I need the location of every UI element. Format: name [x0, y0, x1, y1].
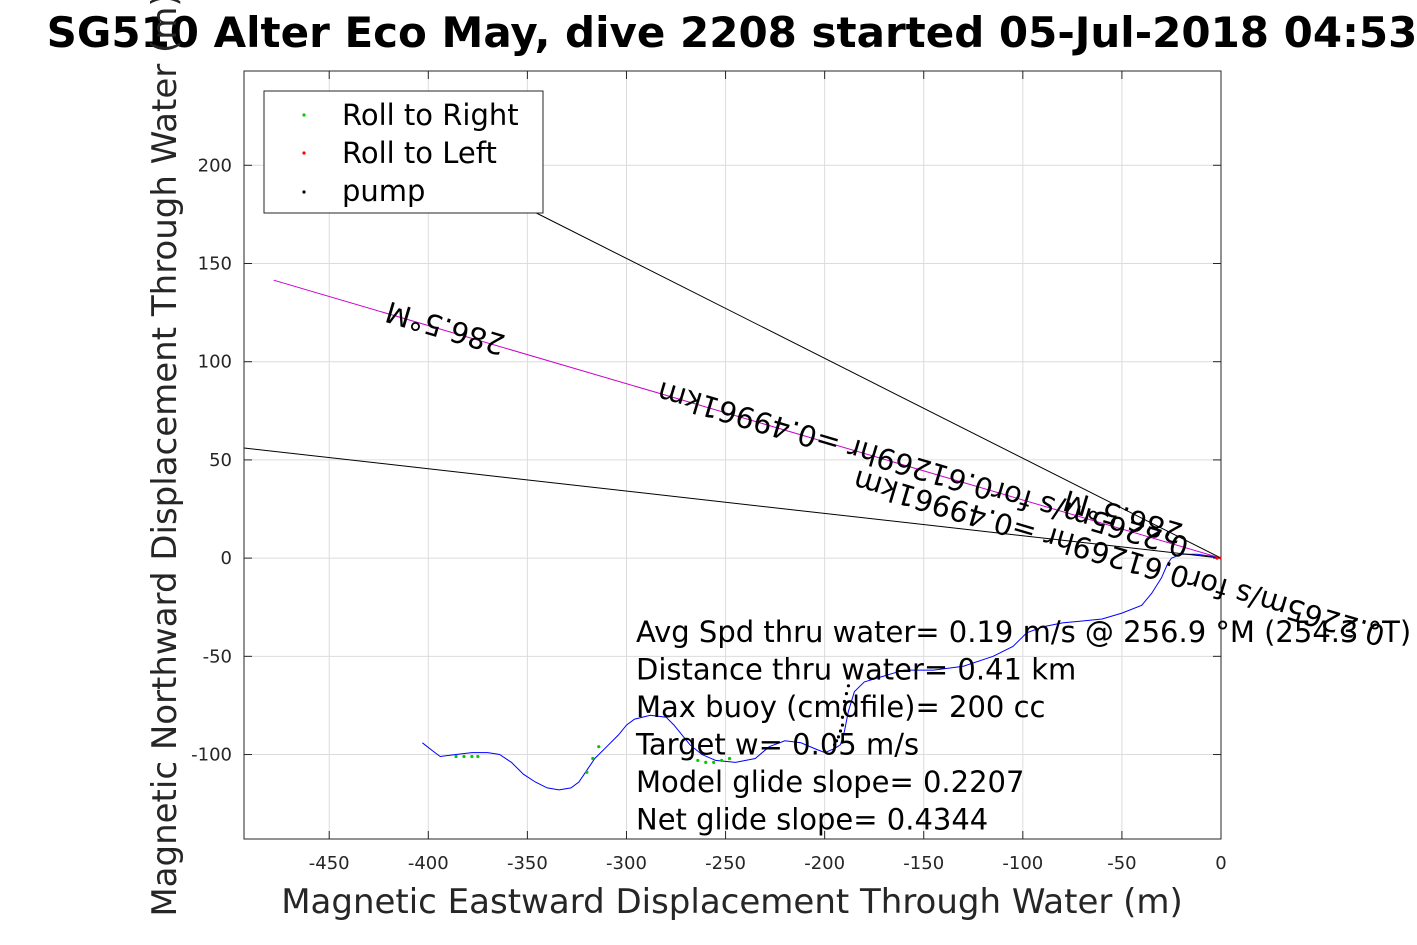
y-tick-label: -100	[191, 745, 232, 766]
marker-roll-right	[585, 770, 589, 774]
marker-pump	[840, 723, 845, 727]
legend-label-roll-right: Roll to Right	[342, 98, 519, 132]
axis-ticks: -450 -400 -350 -300 -250 -200 -150 -100 -50 0 -100…	[191, 71, 1227, 874]
x-tick-label: -200	[804, 853, 845, 874]
legend-label-pump: pump	[342, 174, 425, 208]
annotations: 286.5°M 0.2265m/s for0.61269hr =0.49961km…	[382, 294, 1389, 652]
stats-line: Distance thru water= 0.41 km	[636, 653, 1076, 687]
bound-line	[244, 447, 1221, 559]
marker-pump	[844, 692, 849, 696]
x-tick-label: -150	[903, 853, 944, 874]
marker-roll-right	[454, 754, 458, 759]
legend: Roll to Right Roll to Left pump	[263, 90, 544, 214]
y-tick-label: -50	[203, 646, 232, 667]
marker-roll-left	[1215, 556, 1219, 560]
y-axis-label: Magnetic Northward Displacement Through …	[145, 0, 185, 917]
x-tick-label: -350	[507, 853, 548, 874]
marker-roll-left	[1219, 556, 1221, 560]
x-axis-label: Magnetic Eastward Displacement Through W…	[281, 882, 1183, 922]
x-tick-label: -50	[1107, 853, 1136, 874]
marker-roll-right	[720, 758, 724, 763]
legend-marker-pump	[302, 190, 306, 194]
legend-marker-roll-left	[302, 151, 306, 155]
y-tick-label: 200	[198, 155, 232, 176]
bound-line	[527, 208, 1221, 559]
heading-line	[273, 279, 1221, 559]
marker-roll-right	[688, 756, 692, 761]
marker-pump	[846, 684, 851, 688]
y-tick-label: 150	[198, 253, 232, 274]
x-tick-label: 0	[1215, 853, 1226, 874]
marker-roll-right	[591, 756, 595, 761]
legend-marker-roll-right	[302, 113, 306, 117]
plot-area	[244, 208, 1221, 791]
legend-box	[263, 90, 544, 214]
marker-pump	[834, 739, 839, 743]
marker-pump	[840, 715, 845, 719]
x-tick-label: -300	[606, 853, 647, 874]
line-annotation: 286.5°M	[382, 294, 509, 361]
legend-label-roll-left: Roll to Left	[342, 136, 497, 170]
marker-roll-right	[597, 745, 601, 749]
marker-pump	[842, 707, 847, 711]
axes-box	[243, 70, 1222, 840]
stats-line: Max buoy (cmdfile)= 200 cc	[636, 690, 1045, 724]
line-annotation: 0.2265m/s for0.61269hr =0.49961km	[653, 375, 1192, 564]
glider-track-line	[422, 553, 1221, 791]
marker-pump	[838, 729, 843, 733]
stats-block: Avg Spd thru water= 0.19 m/s @ 256.9 °M …	[635, 615, 1411, 837]
x-tick-label: -450	[309, 853, 350, 874]
marker-roll-right	[727, 756, 732, 761]
marker-roll-right	[462, 754, 466, 759]
stats-line: Avg Spd thru water= 0.19 m/s @ 256.9 °M …	[636, 615, 1411, 649]
y-tick-label: 0	[221, 548, 232, 569]
stats-line: Target w= 0.05 m/s	[635, 728, 919, 762]
y-tick-label: 50	[209, 450, 232, 471]
stats-line: Net glide slope= 0.4344	[636, 803, 988, 837]
marker-pump	[832, 743, 837, 747]
marker-roll-right	[704, 760, 708, 764]
marker-roll-right	[712, 760, 716, 764]
x-tick-label: -400	[408, 853, 449, 874]
chart-title: SG510 Alter Eco May, dive 2208 started 0…	[47, 8, 1417, 57]
marker-pump	[842, 699, 847, 704]
marker-pump	[836, 735, 841, 739]
x-tick-label: -250	[705, 853, 746, 874]
marker-roll-right	[470, 754, 474, 759]
y-tick-label: 100	[198, 352, 232, 373]
stats-line: Model glide slope= 0.2207	[636, 765, 1024, 799]
x-tick-label: -100	[1002, 853, 1043, 874]
grid-lines	[244, 71, 1222, 839]
marker-roll-right	[696, 758, 700, 763]
marker-roll-right	[476, 754, 480, 759]
